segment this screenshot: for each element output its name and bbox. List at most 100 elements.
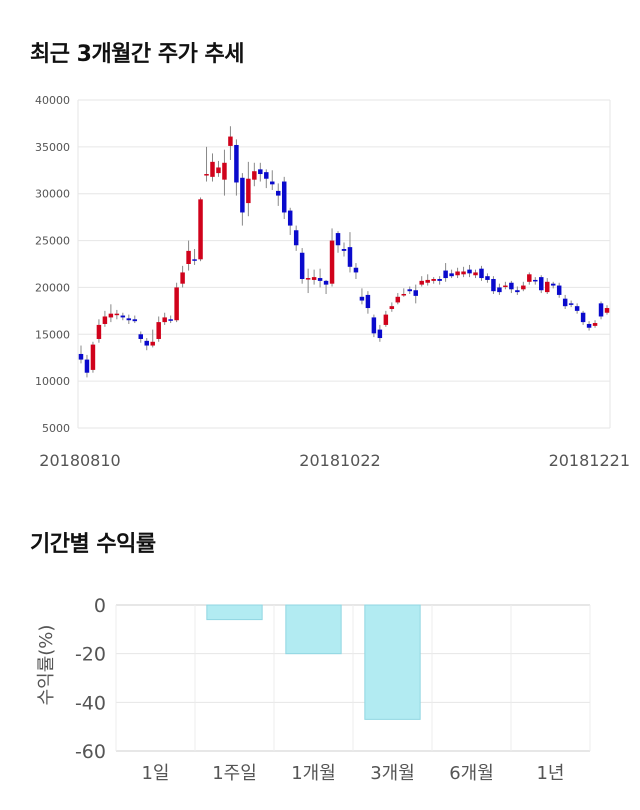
candle xyxy=(556,282,562,298)
candle xyxy=(293,225,299,251)
candle xyxy=(299,248,305,284)
candlestick-chart: 400003500030000250002000015000100005000 … xyxy=(35,94,630,470)
candle-body xyxy=(120,315,126,318)
candle xyxy=(252,162,257,187)
candle-body xyxy=(485,276,490,280)
candle-body xyxy=(419,280,424,285)
candle-body xyxy=(359,296,365,301)
candle xyxy=(132,315,138,324)
candle-body xyxy=(395,296,401,303)
candle-body xyxy=(568,303,574,305)
candle-body xyxy=(389,306,395,309)
candle xyxy=(305,268,311,294)
candle xyxy=(497,283,502,295)
bar-x-ticks: 1일 1주일 1개월 3개월 6개월 1년 xyxy=(141,763,564,784)
candle-body xyxy=(240,177,245,213)
candle xyxy=(509,280,514,294)
x-tick-label: 1년 xyxy=(536,763,564,784)
candle-body xyxy=(521,285,526,290)
candle-body xyxy=(228,136,233,146)
candle-body xyxy=(126,318,132,321)
candle-body xyxy=(413,290,418,296)
candle xyxy=(180,265,185,288)
candle xyxy=(461,266,466,278)
candle-body xyxy=(407,289,412,292)
candle xyxy=(329,228,335,287)
y-tick-label: 25000 xyxy=(35,235,70,248)
candle-body xyxy=(144,340,149,346)
candle-body xyxy=(216,167,221,174)
candle xyxy=(413,284,418,304)
candle-body xyxy=(443,270,448,279)
candle xyxy=(150,329,155,348)
candle xyxy=(228,126,233,160)
candle-body xyxy=(270,181,275,185)
y-tick-label: 30000 xyxy=(35,188,70,201)
candle xyxy=(401,288,407,297)
candle-body xyxy=(299,252,305,279)
candle-body xyxy=(281,181,287,213)
candle-body xyxy=(323,280,329,285)
x-tick-label: 1주일 xyxy=(212,763,257,784)
candle xyxy=(174,282,179,323)
y-tick-label: 15000 xyxy=(35,328,70,341)
candle xyxy=(467,264,472,278)
candle xyxy=(443,263,448,282)
candle xyxy=(210,153,215,182)
x-tick-label: 20180810 xyxy=(39,451,120,470)
candle-body xyxy=(598,303,604,317)
candle xyxy=(574,303,580,314)
candle-body xyxy=(252,171,257,180)
candle xyxy=(138,331,144,343)
candle xyxy=(234,139,239,196)
candle xyxy=(317,268,323,288)
candle-body xyxy=(156,322,161,339)
candle xyxy=(550,281,556,289)
candle xyxy=(449,269,454,279)
candle-body xyxy=(264,172,269,179)
candle-body xyxy=(234,144,239,183)
candle-body xyxy=(455,271,460,276)
candle xyxy=(108,304,114,323)
candle-body xyxy=(401,293,407,296)
candle xyxy=(156,316,161,342)
candle-body xyxy=(574,306,580,311)
candle xyxy=(341,242,347,257)
candle-body xyxy=(84,359,90,373)
bar-grid xyxy=(115,604,591,752)
candle-body xyxy=(174,287,179,321)
x-tick-label: 6개월 xyxy=(449,763,494,784)
candle-body xyxy=(311,277,317,280)
candle xyxy=(359,288,365,305)
candle-body xyxy=(509,282,514,290)
price-chart-title: 최근 3개월간 주가 추세 xyxy=(30,42,244,67)
candle xyxy=(395,293,401,305)
candle-body xyxy=(150,341,155,346)
candle xyxy=(84,354,90,378)
candle xyxy=(568,300,574,308)
candle-body xyxy=(293,230,299,246)
candle xyxy=(192,249,197,265)
candle xyxy=(431,277,436,284)
candle xyxy=(371,314,377,338)
candle xyxy=(323,279,329,294)
candle-body xyxy=(461,271,466,275)
candle xyxy=(377,324,383,342)
candle-body xyxy=(383,314,389,325)
candle xyxy=(580,310,586,325)
candle-body xyxy=(437,278,442,281)
candle xyxy=(168,315,173,324)
candle-body xyxy=(515,290,520,293)
bar xyxy=(285,604,342,655)
candle-body xyxy=(138,334,144,339)
candle-body xyxy=(287,210,293,226)
candle-body xyxy=(497,287,502,293)
candle xyxy=(419,276,424,287)
candle-body xyxy=(353,267,359,273)
candle xyxy=(353,263,359,279)
candle-body xyxy=(210,161,215,177)
candle xyxy=(389,302,395,312)
candle-grid xyxy=(77,99,611,429)
candle xyxy=(102,310,108,327)
candle-body xyxy=(580,312,586,323)
